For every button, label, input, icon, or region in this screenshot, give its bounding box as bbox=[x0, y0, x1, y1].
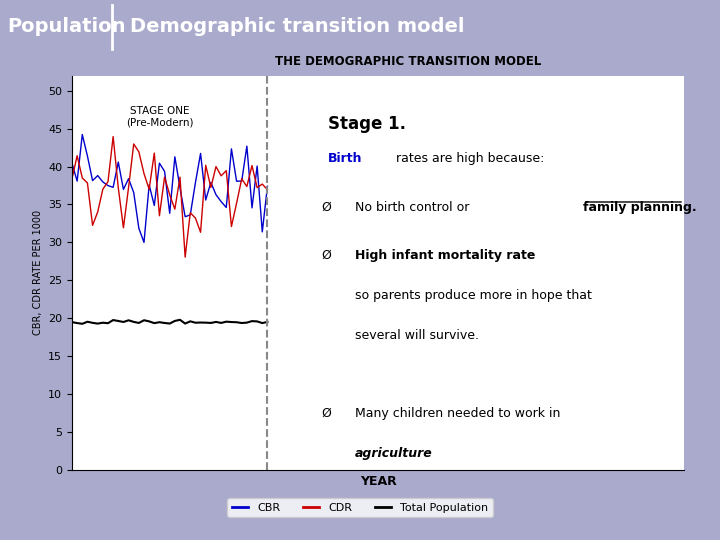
Text: Ø: Ø bbox=[321, 407, 330, 420]
Legend: CBR, CDR, Total Population: CBR, CDR, Total Population bbox=[228, 498, 492, 517]
X-axis label: YEAR: YEAR bbox=[359, 475, 397, 488]
Text: Birth: Birth bbox=[328, 152, 363, 165]
Text: No birth control or: No birth control or bbox=[354, 200, 473, 213]
Y-axis label: CBR, CDR RATE PER 1000: CBR, CDR RATE PER 1000 bbox=[32, 210, 42, 335]
Text: so parents produce more in hope that: so parents produce more in hope that bbox=[354, 289, 591, 302]
Text: Many children needed to work in: Many children needed to work in bbox=[354, 407, 560, 420]
Text: Ø: Ø bbox=[321, 200, 330, 213]
Text: STAGE ONE
(Pre-Modern): STAGE ONE (Pre-Modern) bbox=[126, 106, 194, 127]
Text: family planning.: family planning. bbox=[583, 200, 696, 213]
Text: Population: Population bbox=[7, 17, 126, 37]
Text: High infant mortality rate: High infant mortality rate bbox=[354, 249, 535, 262]
Text: Ø: Ø bbox=[321, 249, 330, 262]
Text: several will survive.: several will survive. bbox=[354, 329, 479, 342]
Text: Demographic transition model: Demographic transition model bbox=[130, 17, 464, 37]
Text: Stage 1.: Stage 1. bbox=[328, 114, 406, 133]
Text: agriculture: agriculture bbox=[354, 447, 432, 460]
Text: rates are high because:: rates are high because: bbox=[392, 152, 544, 165]
Text: THE DEMOGRAPHIC TRANSITION MODEL: THE DEMOGRAPHIC TRANSITION MODEL bbox=[276, 55, 541, 68]
